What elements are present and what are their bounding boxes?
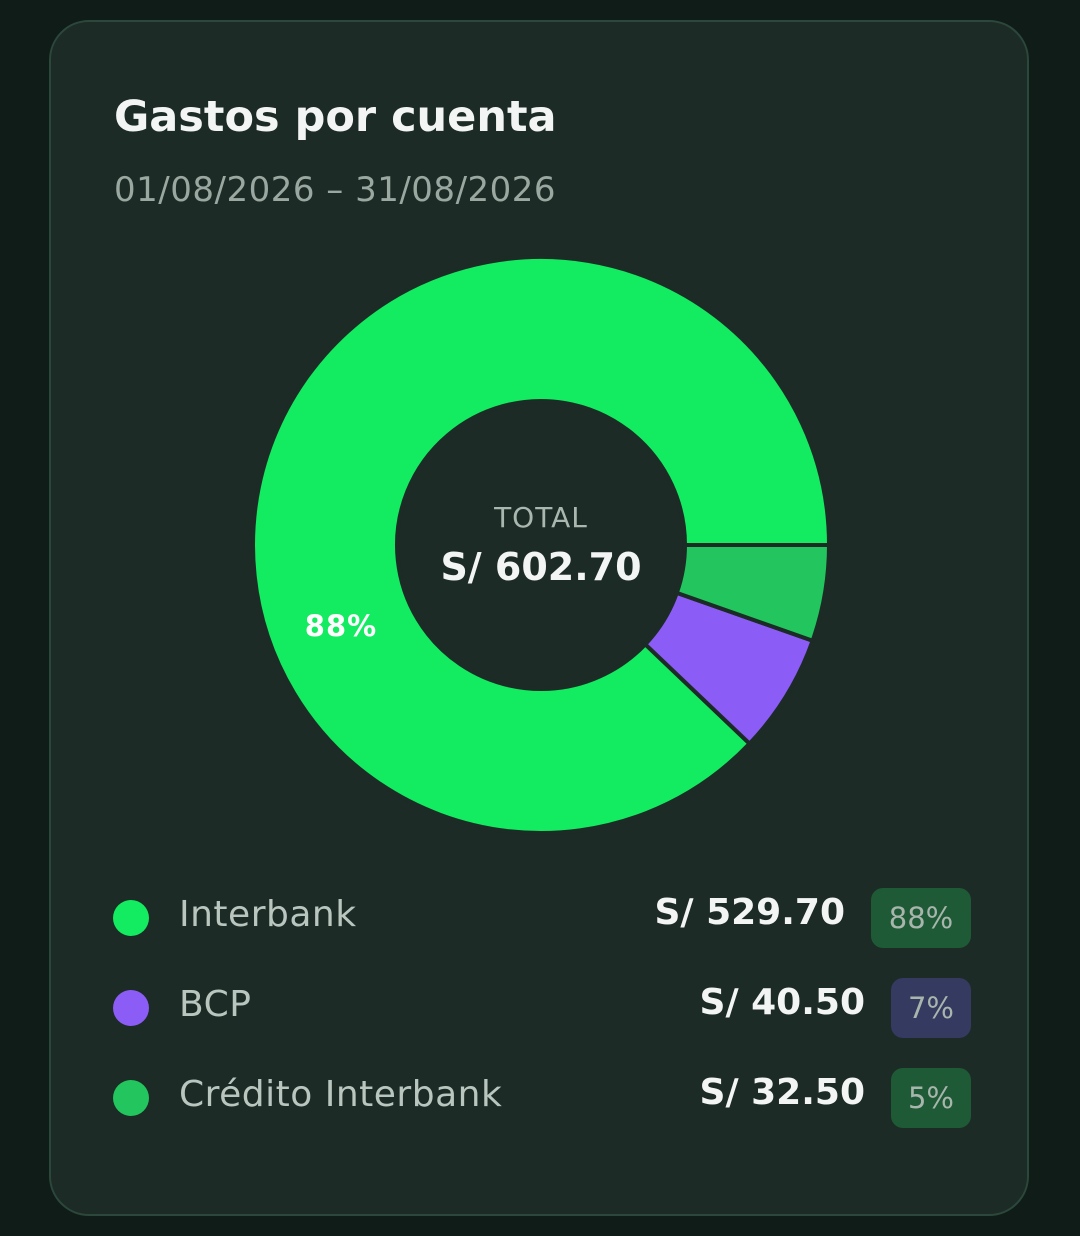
card-title: Gastos por cuenta (114, 92, 557, 142)
legend-account-amount: S/ 32.50 (699, 1072, 865, 1113)
legend-row-credito-interbank[interactable]: Crédito Interbank S/ 32.50 5% (51, 1068, 1031, 1128)
donut-slice-interbank[interactable] (251, 255, 831, 835)
legend-color-dot (113, 990, 149, 1026)
legend-account-name: BCP (179, 984, 252, 1025)
legend-row-bcp[interactable]: BCP S/ 40.50 7% (51, 978, 1031, 1038)
slice-percent-label: 88% (305, 609, 377, 643)
legend-percent-badge: 88% (871, 888, 971, 948)
legend-account-amount: S/ 529.70 (654, 892, 845, 933)
donut-slice-cr-dito-interbank[interactable] (674, 543, 831, 643)
legend-account-name: Interbank (179, 894, 357, 935)
center-total-label: TOTAL (493, 501, 588, 534)
center-total-value: S/ 602.70 (440, 545, 641, 589)
legend-account-amount: S/ 40.50 (699, 982, 865, 1023)
legend-row-interbank[interactable]: Interbank S/ 529.70 88% (51, 888, 1031, 948)
legend-color-dot (113, 900, 149, 936)
expenses-by-account-card: Gastos por cuenta 01/08/2026 – 31/08/202… (49, 20, 1029, 1216)
legend-percent-badge: 5% (891, 1068, 971, 1128)
donut-chart: 88% TOTAL S/ 602.70 (251, 255, 831, 835)
date-range: 01/08/2026 – 31/08/2026 (114, 170, 557, 210)
legend-percent-badge: 7% (891, 978, 971, 1038)
legend-color-dot (113, 1080, 149, 1116)
legend-account-name: Crédito Interbank (179, 1074, 503, 1115)
